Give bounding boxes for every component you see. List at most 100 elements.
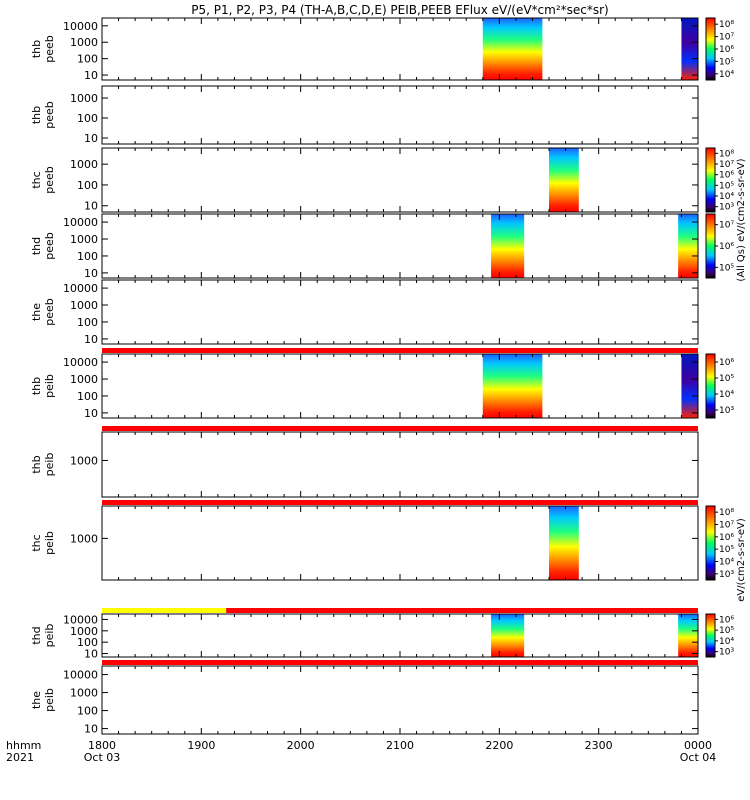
panel-label: peib <box>43 374 56 398</box>
colorbar-tick-label: 10³ <box>719 203 734 213</box>
spectrogram-panel: 10 100 1000 thc peeb <box>30 147 699 213</box>
y-tick-label: 100 <box>77 112 98 125</box>
colorbar-group: 10⁴10⁵10⁶10⁷10⁸10³10⁴10⁵10⁶10⁷10⁸10⁵10⁶1… <box>705 17 734 658</box>
y-tick-label: 1000 <box>70 233 98 246</box>
status-bar-segment <box>226 608 698 613</box>
colorbar-tick-label: 10⁸ <box>719 20 734 30</box>
y-tick-label: 1000 <box>70 373 98 386</box>
y-tick-label: 1000 <box>70 92 98 105</box>
colorbar-tick-label: 10⁷ <box>719 160 734 170</box>
y-tick-label: 100 <box>77 316 98 329</box>
spectrogram-panel: 10 100 1000 10000 the peib <box>30 665 699 736</box>
spectrogram-block <box>678 614 698 657</box>
colorbar-tick-label: 10³ <box>719 648 734 658</box>
y-tick-label: 10 <box>84 200 98 213</box>
colorbar <box>705 353 716 419</box>
colorbar-tick-label: 10⁴ <box>719 558 734 568</box>
y-tick-label: 10000 <box>63 669 98 682</box>
y-tick-label: 10000 <box>63 356 98 369</box>
panel-frame <box>101 279 699 345</box>
spectrogram-panel: 1000 thc peib <box>30 505 699 581</box>
colorbar-tick-label: 10⁶ <box>719 242 734 252</box>
panel-label: thb <box>30 455 43 473</box>
panel-label: the <box>30 691 43 709</box>
panel-label: thd <box>30 626 43 644</box>
x-axis-label-hhmm: hhmm <box>6 739 41 752</box>
spectrogram-block <box>482 18 543 80</box>
y-tick-label: 1000 <box>70 158 98 171</box>
spectrogram-block <box>549 148 579 212</box>
x-tick-label: 1900 <box>187 739 215 752</box>
y-tick-label: 1000 <box>70 532 98 545</box>
x-tick-label: 2200 <box>485 739 513 752</box>
x-tick-label: 2300 <box>585 739 613 752</box>
figure-title: P5, P1, P2, P3, P4 (TH-A,B,C,D,E) PEIB,P… <box>191 3 608 17</box>
colorbar-tick-label: 10⁵ <box>719 545 734 555</box>
status-bar-segment <box>102 608 227 613</box>
colorbar-tick-label: 10⁶ <box>719 358 734 368</box>
spectrogram-block <box>678 214 698 278</box>
panel-label: peib <box>43 531 56 555</box>
y-tick-label: 10 <box>84 333 98 346</box>
colorbar-tick-label: 10⁷ <box>719 221 734 231</box>
colorbar-tick-label: 10⁸ <box>719 508 734 518</box>
spectrogram-block <box>681 354 698 418</box>
panel-frame <box>101 17 699 81</box>
y-tick-label: 100 <box>77 179 98 192</box>
colorbar-tick-label: 10⁵ <box>719 181 734 191</box>
panel-label: peeb <box>43 232 56 260</box>
x-date-end: Oct 04 <box>680 751 717 764</box>
y-tick-label: 1000 <box>70 36 98 49</box>
x-tick-label: 2100 <box>386 739 414 752</box>
y-tick-label: 10 <box>84 723 98 736</box>
panel-frame <box>101 353 699 419</box>
x-date-start: Oct 03 <box>84 751 121 764</box>
panel-label: peib <box>43 688 56 712</box>
panel-label: peib <box>43 624 56 648</box>
panel-label: peeb <box>43 35 56 63</box>
colorbar-tick-label: 10⁴ <box>719 70 734 80</box>
spectrogram-block <box>482 354 543 418</box>
colorbar-tick-label: 10⁵ <box>719 374 734 384</box>
status-bar-segment <box>102 426 698 431</box>
panel-label: peib <box>43 453 56 477</box>
panel-label: thc <box>30 534 43 551</box>
y-tick-label: 10000 <box>63 613 98 626</box>
y-tick-label: 1000 <box>70 625 98 638</box>
colorbar-tick-label: 10³ <box>719 406 734 416</box>
status-bar-segment <box>102 348 698 353</box>
y-tick-label: 10 <box>84 69 98 82</box>
colorbar <box>705 17 716 81</box>
colorbar-tick-label: 10⁶ <box>719 171 734 181</box>
colorbar <box>705 505 716 581</box>
colorbar-tick-label: 10⁶ <box>719 533 734 543</box>
spectrogram-panel: 10 100 1000 10000 thb peib <box>30 353 699 420</box>
colorbar-units-lower: eV/(cm2-s-sr-eV) <box>736 518 747 602</box>
panel-label: thc <box>30 171 43 188</box>
panel-frame <box>101 147 699 213</box>
y-tick-label: 100 <box>77 250 98 263</box>
y-tick-label: 1000 <box>70 454 98 467</box>
panel-frame <box>101 505 699 581</box>
colorbar-tick-label: 10⁵ <box>719 626 734 636</box>
colorbar <box>705 613 716 658</box>
colorbar-tick-label: 10⁷ <box>719 521 734 531</box>
colorbar-tick-label: 10⁷ <box>719 33 734 43</box>
y-tick-label: 1000 <box>70 299 98 312</box>
colorbar <box>705 147 716 213</box>
colorbar-tick-label: 10⁵ <box>719 57 734 67</box>
y-tick-label: 1000 <box>70 687 98 700</box>
time-axis: 1800 1900 2000 2100 2200 2300 0000 Oct 03 Oct 04… <box>6 739 716 764</box>
spectrogram-panel: 10 100 1000 thb peeb <box>30 85 699 145</box>
y-tick-label: 100 <box>77 53 98 66</box>
y-tick-label: 100 <box>77 390 98 403</box>
spectrogram-block <box>491 614 525 657</box>
panel-label: peeb <box>43 166 56 194</box>
colorbar-tick-label: 10⁶ <box>719 615 734 625</box>
spectrogram-panel: 10 100 1000 10000 the peeb <box>30 279 699 346</box>
spectrogram-panel: 1000 thb peib <box>30 431 699 498</box>
y-tick-label: 10000 <box>63 216 98 229</box>
panel-frame <box>101 85 699 145</box>
